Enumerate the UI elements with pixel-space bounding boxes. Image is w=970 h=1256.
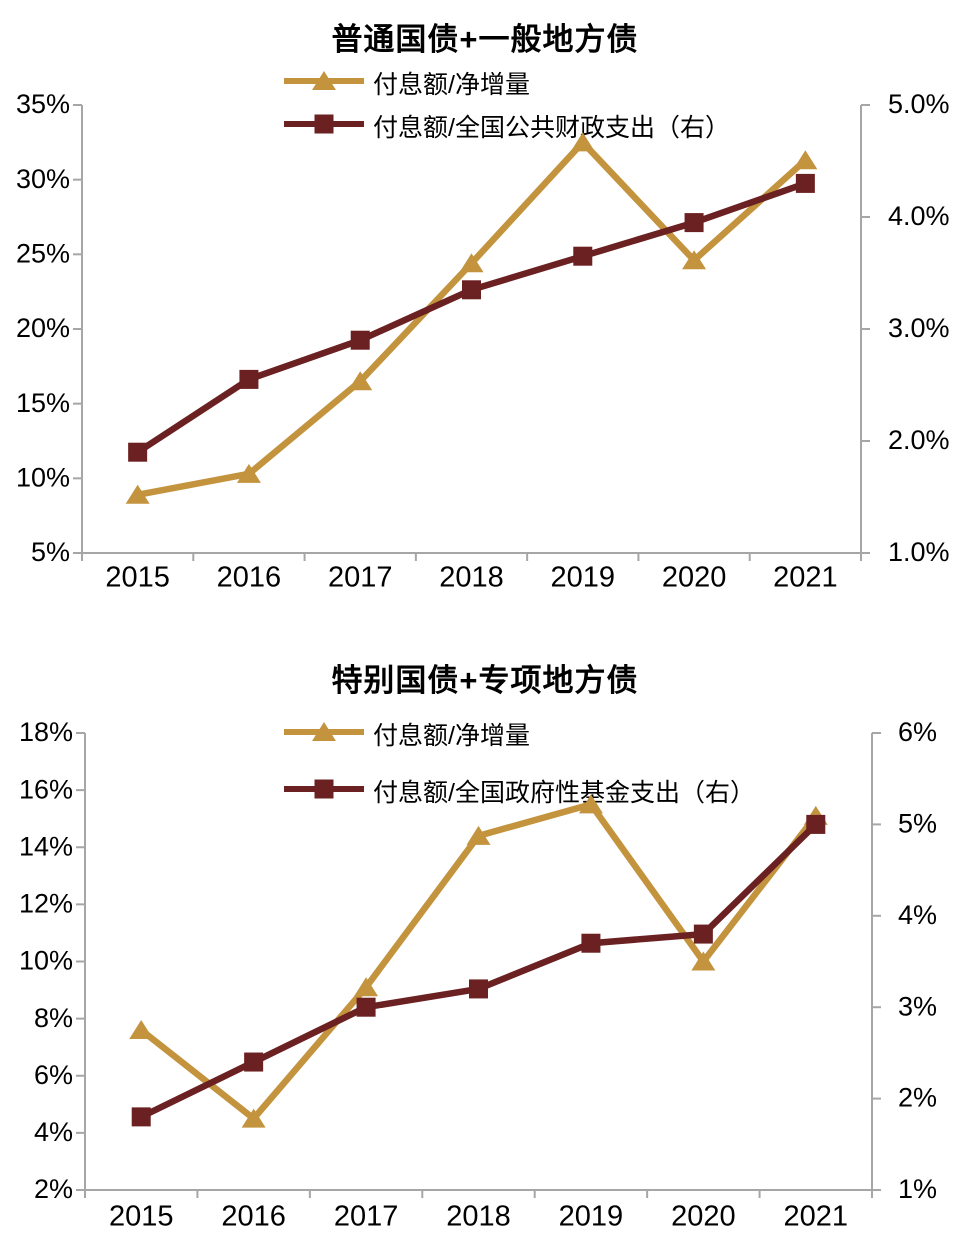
chart-title: 普通国债+一般地方债 — [331, 22, 639, 57]
svg-text:10%: 10% — [16, 462, 70, 492]
svg-text:4%: 4% — [898, 900, 937, 930]
svg-text:2%: 2% — [898, 1083, 937, 1113]
legend-label: 付息额/净增量 — [373, 722, 530, 750]
plot-area-special-bonds: 18% 16% 14% 12% 10% 8% 6% 4% 2% 6% 5% 4% 3% 2% 1% 2015 2… — [19, 717, 937, 1233]
svg-text:12%: 12% — [19, 889, 73, 919]
svg-text:10%: 10% — [19, 946, 73, 976]
svg-text:20%: 20% — [16, 313, 70, 343]
triangle-line-marker-icon — [283, 720, 365, 749]
svg-text:1%: 1% — [898, 1174, 937, 1204]
svg-text:2018: 2018 — [439, 562, 504, 594]
svg-text:6%: 6% — [34, 1060, 73, 1090]
svg-text:2015: 2015 — [109, 1201, 174, 1233]
svg-text:2020: 2020 — [671, 1201, 736, 1233]
svg-text:2015: 2015 — [105, 562, 170, 594]
svg-text:35%: 35% — [16, 89, 70, 119]
svg-text:5.0%: 5.0% — [888, 89, 950, 119]
svg-text:8%: 8% — [34, 1003, 73, 1033]
svg-text:3%: 3% — [898, 991, 937, 1021]
svg-text:15%: 15% — [16, 388, 70, 418]
chart-special-bonds: 特别国债+专项地方债 付息额/净增量 付息额/全国政府性基金支出（右） 18% 1… — [0, 640, 970, 1256]
svg-text:2021: 2021 — [784, 1201, 849, 1233]
svg-text:25%: 25% — [16, 238, 70, 268]
legend-item: 付息额/净增量 — [283, 716, 530, 752]
svg-text:2.0%: 2.0% — [888, 425, 950, 455]
svg-text:2017: 2017 — [334, 1201, 399, 1233]
svg-text:30%: 30% — [16, 164, 70, 194]
svg-text:4%: 4% — [34, 1117, 73, 1147]
square-line-marker-icon — [283, 112, 365, 141]
svg-text:2016: 2016 — [221, 1201, 286, 1233]
legend-item: 付息额/全国公共财政支出（右） — [283, 108, 730, 144]
svg-text:2019: 2019 — [551, 562, 616, 594]
svg-text:18%: 18% — [19, 717, 73, 747]
legend-item: 付息额/净增量 — [283, 65, 530, 101]
triangle-line-marker-icon — [283, 69, 365, 98]
svg-text:2021: 2021 — [773, 562, 838, 594]
svg-text:2016: 2016 — [217, 562, 282, 594]
svg-text:16%: 16% — [19, 774, 73, 804]
svg-text:4.0%: 4.0% — [888, 201, 950, 231]
svg-text:2020: 2020 — [662, 562, 727, 594]
plot-area-ordinary-bonds: 35% 30% 25% 20% 15% 10% 5% 5.0% 4.0% 3.0% 2.0% 1.0%… — [16, 89, 950, 594]
svg-text:6%: 6% — [898, 717, 937, 747]
legend-item: 付息额/全国政府性基金支出（右） — [283, 773, 755, 809]
svg-text:14%: 14% — [19, 831, 73, 861]
legend-label: 付息额/净增量 — [373, 71, 530, 99]
legend-label: 付息额/全国公共财政支出（右） — [373, 114, 730, 142]
svg-text:2017: 2017 — [328, 562, 393, 594]
svg-text:1.0%: 1.0% — [888, 537, 950, 567]
chart-ordinary-bonds: 普通国债+一般地方债 付息额/净增量 付息额/全国公共财政支出（右） 35% 30… — [0, 0, 970, 620]
legend-label: 付息额/全国政府性基金支出（右） — [373, 779, 755, 807]
svg-text:5%: 5% — [898, 809, 937, 839]
square-line-marker-icon — [283, 777, 365, 806]
svg-text:2019: 2019 — [559, 1201, 624, 1233]
svg-text:5%: 5% — [31, 537, 70, 567]
chart-title: 特别国债+专项地方债 — [331, 663, 639, 698]
svg-text:3.0%: 3.0% — [888, 313, 950, 343]
svg-text:2018: 2018 — [446, 1201, 511, 1233]
svg-text:2%: 2% — [34, 1174, 73, 1204]
